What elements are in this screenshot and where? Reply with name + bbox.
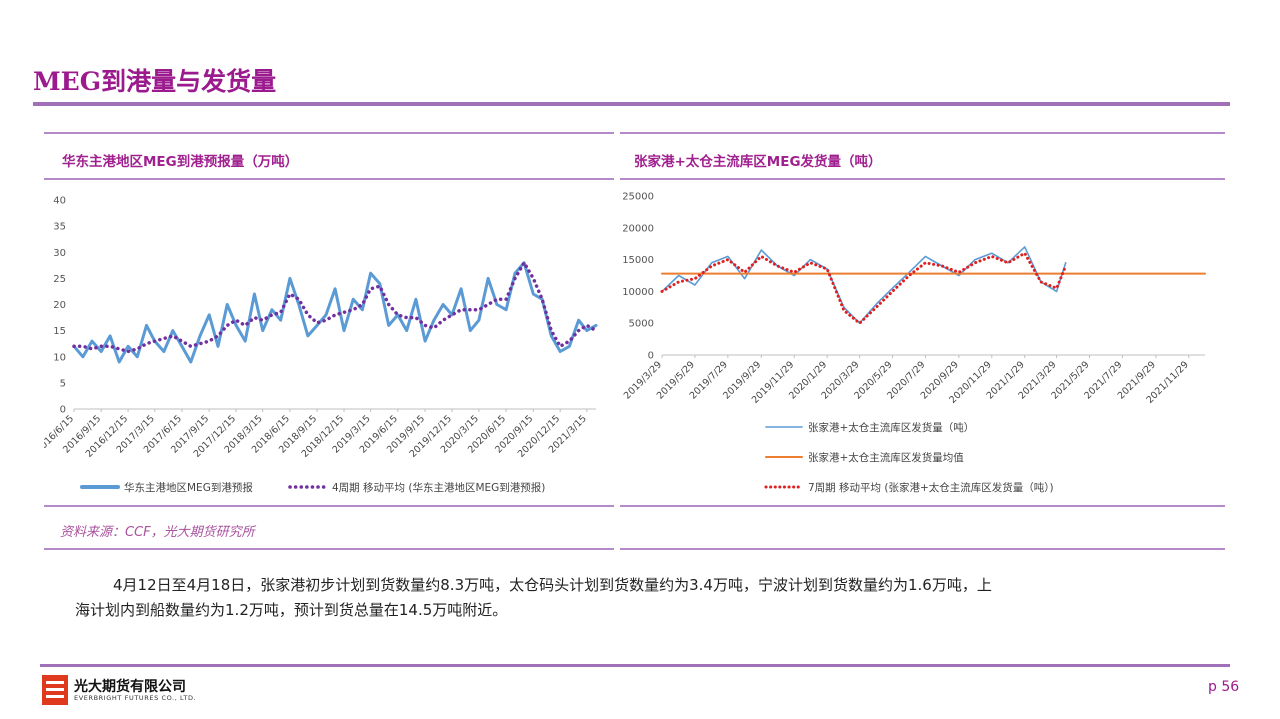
right-chart-title: 张家港+太仓主流库区MEG发货量（吨） (634, 154, 882, 170)
right-panel-top-rule (620, 132, 1225, 134)
y-tick-label: 35 (53, 222, 66, 233)
y-tick-label: 40 (53, 196, 66, 207)
left-panel-title-rule (44, 178, 614, 180)
summary-line-2: 海计划内到船数量约为1.2万吨，预计到货总量在14.5万吨附近。 (75, 601, 508, 619)
y-tick-label: 5 (60, 378, 66, 389)
y-tick-label: 20 (53, 300, 66, 311)
right-panel-source-rule (620, 548, 1225, 550)
shipment-volume-chart: 05000100001500020000250002019/3/292019/5… (622, 192, 1206, 494)
right-panel-title-rule (620, 178, 1225, 180)
page-title: MEG到港量与发货量 (33, 67, 277, 96)
y-tick-label: 25000 (622, 192, 654, 203)
y-tick-label: 15000 (622, 255, 654, 266)
legend-label-2: 张家港+太仓主流库区发货量均值 (808, 451, 964, 464)
source-note: 资料来源：CCF，光大期货研究所 (60, 525, 255, 540)
series-line-1 (661, 246, 1067, 324)
y-tick-label: 25 (53, 274, 66, 285)
legend-label-1: 华东主港地区MEG到港预报 (124, 481, 253, 494)
footer-rule (40, 664, 1230, 667)
y-tick-label: 15 (53, 326, 66, 337)
page-number: p 56 (1208, 679, 1240, 695)
y-tick-label: 10000 (622, 287, 654, 298)
y-tick-label: 5000 (629, 319, 654, 330)
y-tick-label: 0 (648, 351, 654, 362)
y-tick-label: 0 (60, 405, 66, 416)
legend-label-3: 7周期 移动平均 (张家港+太仓主流库区发货量（吨）) (808, 481, 1054, 494)
company-name-en: EVERBRIGHT FUTURES CO., LTD. (74, 694, 197, 702)
company-logo-icon (42, 675, 68, 705)
legend-label-2: 4周期 移动平均 (华东主港地区MEG到港预报) (332, 481, 545, 494)
summary-line-1: 4月12日至4月18日，张家港初步计划到货数量约8.3万吨，太仓码头计划到货数量… (113, 576, 992, 594)
left-panel-source-rule (44, 548, 614, 550)
title-rule (33, 102, 1230, 106)
summary-paragraph: 4月12日至4月18日，张家港初步计划到货数量约8.3万吨，太仓码头计划到货数量… (75, 573, 1215, 623)
series-line-3 (660, 251, 1068, 325)
series-line-2 (72, 260, 598, 354)
company-name-cn: 光大期货有限公司 (74, 679, 186, 695)
right-panel-bottom-rule (620, 505, 1225, 507)
legend-label-1: 张家港+太仓主流库区发货量（吨） (808, 421, 974, 434)
y-tick-label: 10 (53, 352, 66, 363)
left-panel-bottom-rule (44, 505, 614, 507)
arrival-forecast-chart: 05101520253035402016/6/152016/9/152016/1… (44, 196, 598, 494)
left-panel-top-rule (44, 132, 614, 134)
y-tick-label: 20000 (622, 223, 654, 234)
series-line-1 (72, 261, 598, 364)
left-chart-title: 华东主港地区MEG到港预报量（万吨） (62, 154, 299, 170)
y-tick-label: 30 (53, 248, 66, 259)
